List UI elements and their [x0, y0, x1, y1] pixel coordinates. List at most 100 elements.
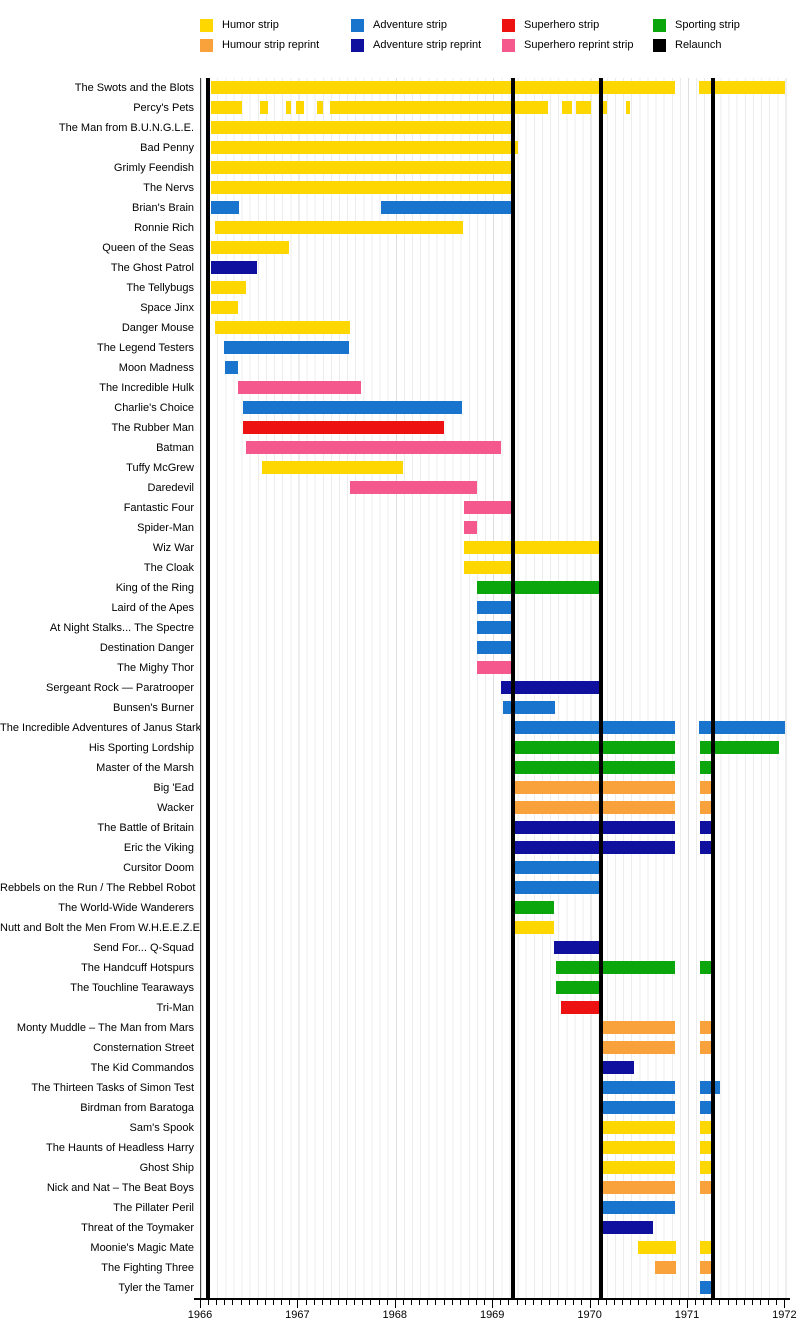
axis-tick-minor	[451, 1300, 453, 1305]
row-track	[201, 818, 789, 838]
axis-tick-minor	[670, 1300, 672, 1305]
legend-item-humor_reprint: Humour strip reprint	[200, 38, 319, 52]
bar-sporting	[555, 981, 601, 994]
row-track	[201, 898, 789, 918]
x-axis-line	[194, 1298, 790, 1300]
row-track	[201, 478, 789, 498]
axis-tick-minor	[362, 1300, 364, 1305]
row-label: The Incredible Adventures of Janus Stark	[0, 722, 202, 734]
row-label: Bad Penny	[140, 142, 194, 154]
row-label: The Swots and the Blots	[74, 82, 194, 94]
row-label: Queen of the Seas	[102, 242, 194, 254]
bar-humor_reprint	[699, 1041, 714, 1054]
row-label: The Fighting Three	[101, 1262, 194, 1274]
row-track	[201, 398, 789, 418]
bar-superhero_reprint	[238, 381, 361, 394]
axis-tick-minor	[329, 1300, 331, 1305]
row-label: Rebbels on the Run / The Rebbel Robot	[0, 882, 196, 894]
row-track	[201, 638, 789, 658]
axis-tick-minor	[540, 1300, 542, 1305]
axis-tick-minor	[711, 1300, 713, 1305]
bar-humor_reprint	[600, 1041, 676, 1054]
row-track	[201, 778, 789, 798]
axis-tick-minor	[305, 1300, 307, 1305]
row-label: Birdman from Baratoga	[80, 1102, 194, 1114]
bar-adventure	[699, 1101, 714, 1114]
axis-tick-minor	[500, 1300, 502, 1305]
axis-tick-minor	[256, 1300, 258, 1305]
axis-tick-minor	[557, 1300, 559, 1305]
bar-adventure_reprint	[699, 841, 714, 854]
bar-sporting	[699, 961, 714, 974]
bar-humor	[285, 101, 291, 114]
bar-adventure	[602, 1101, 676, 1114]
row-track	[201, 1018, 789, 1038]
relaunch-line	[205, 78, 210, 1298]
relaunch-line	[599, 78, 604, 1298]
row-label: Consternation Street	[93, 1042, 194, 1054]
axis-tick-minor	[751, 1300, 753, 1305]
bar-superhero_reprint	[464, 501, 513, 514]
bar-humor	[214, 221, 463, 234]
axis-tick-minor	[419, 1300, 421, 1305]
row-label: At Night Stalks... The Spectre	[49, 622, 194, 634]
bar-adventure_reprint	[699, 821, 714, 834]
legend: Humor strip Humour strip reprint Adventure…	[0, 0, 800, 64]
axis-tick-minor	[760, 1300, 762, 1305]
bar-superhero_reprint	[476, 661, 513, 674]
axis-tick-minor	[695, 1300, 697, 1305]
axis-tick-minor	[581, 1300, 583, 1305]
bar-adventure	[602, 1201, 676, 1214]
row-track	[201, 618, 789, 638]
axis-tick-minor	[427, 1300, 429, 1305]
row-track	[201, 198, 789, 218]
bar-humor	[214, 321, 350, 334]
bar-humor	[699, 1161, 714, 1174]
row-track	[201, 858, 789, 878]
bar-humor_reprint	[699, 1261, 714, 1274]
axis-tick-minor	[459, 1300, 461, 1305]
row-label: The Handcuff Hotspurs	[81, 962, 194, 974]
row-label: Brian's Brain	[131, 202, 194, 214]
row-track	[201, 718, 789, 738]
bar-superhero_reprint	[350, 481, 477, 494]
row-label: Bunsen's Burner	[113, 702, 194, 714]
bar-humor	[260, 101, 269, 114]
row-track	[201, 1238, 789, 1258]
bar-humor	[210, 301, 238, 314]
row-track	[201, 178, 789, 198]
relaunch-line	[510, 78, 515, 1298]
bar-humor	[464, 541, 601, 554]
bar-superhero	[561, 1001, 601, 1014]
row-track	[201, 138, 789, 158]
row-track	[201, 918, 789, 938]
row-track	[201, 878, 789, 898]
row-track	[201, 1278, 789, 1298]
row-label: The Touchline Tearaways	[70, 982, 194, 994]
row-label: The Battle of Britain	[97, 822, 194, 834]
axis-tick-minor	[216, 1300, 218, 1305]
bar-sporting	[514, 761, 676, 774]
row-track	[201, 1058, 789, 1078]
axis-tick-minor	[516, 1300, 518, 1305]
row-label: Danger Mouse	[121, 322, 194, 334]
row-label: The Mighy Thor	[117, 662, 194, 674]
bar-humor_reprint	[699, 781, 714, 794]
row-track	[201, 258, 789, 278]
axis-year-label: 1966	[187, 1309, 213, 1321]
bar-humor	[638, 1241, 677, 1254]
bar-humor	[210, 101, 242, 114]
row-label: Master of the Marsh	[96, 762, 194, 774]
bar-adventure	[699, 1081, 721, 1094]
row-track	[201, 838, 789, 858]
row-label: Nutt and Bolt the Men From W.H.E.E.Z.E.	[0, 922, 203, 934]
bar-sporting	[555, 961, 676, 974]
bar-sporting	[699, 761, 714, 774]
row-track	[201, 1218, 789, 1238]
row-track	[201, 78, 789, 98]
bar-adventure	[476, 621, 513, 634]
bar-humor_reprint	[600, 1021, 676, 1034]
row-label: The Thirteen Tasks of Simon Test	[31, 1082, 194, 1094]
row-label: The Pillater Peril	[113, 1202, 194, 1214]
row-track	[201, 538, 789, 558]
